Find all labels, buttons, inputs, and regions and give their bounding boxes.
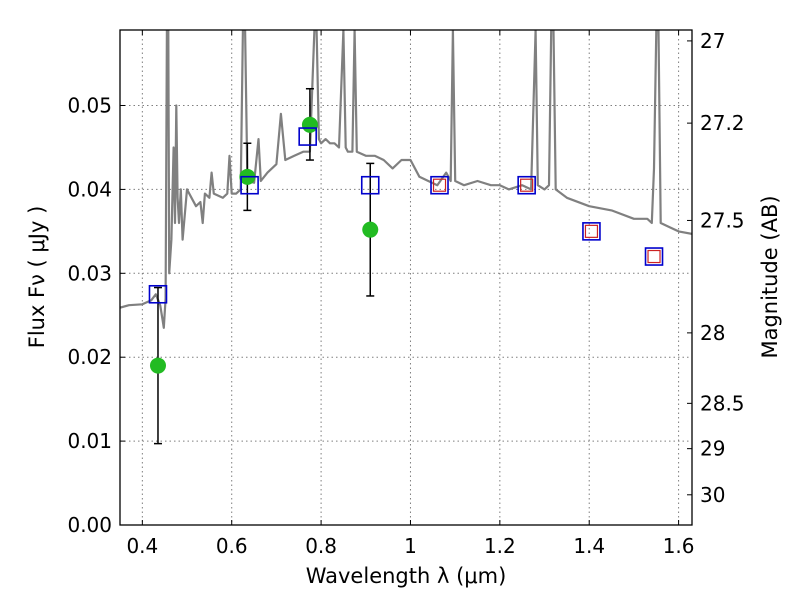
y2-tick-label: 29 (700, 437, 725, 461)
model-square-red (647, 249, 661, 264)
x-tick-label: 1.6 (663, 534, 695, 558)
y2-tick-label: 28.5 (700, 391, 745, 415)
spectrum-line (120, 30, 692, 329)
spectrum-series (120, 30, 692, 329)
x-axis-label: Wavelength λ (μm) (306, 564, 507, 588)
y2-tick-label: 27.2 (700, 111, 745, 135)
y-tick-label: 0.00 (67, 513, 112, 537)
y-axis-ticks: 0.00 0.01 0.02 0.03 0.04 0.05 (67, 94, 125, 537)
y-tick-label: 0.05 (67, 94, 112, 118)
x-tick-label: 0.4 (126, 534, 158, 558)
plot-frame (119, 29, 693, 526)
model-square-blue (148, 284, 168, 304)
observed-point (149, 357, 166, 374)
y2-tick-label: 28 (700, 321, 725, 345)
model-square-red (520, 178, 534, 192)
y-tick-label: 0.03 (67, 261, 112, 285)
model-square-blue (644, 247, 664, 266)
model-square-blue (517, 175, 536, 195)
x-tick-label: 0.8 (305, 534, 337, 558)
y2-axis-ticks: 27 27.2 27.5 28 28.5 29 30 (687, 29, 745, 507)
y-tick-label: 0.04 (67, 177, 112, 201)
x-tick-label: 1.2 (484, 534, 516, 558)
y-axis-label: Flux Fν ( μJy ) (25, 206, 49, 349)
x-tick-label: 0.6 (216, 534, 248, 558)
x-tick-label: 1.4 (573, 534, 605, 558)
model-square-red (584, 224, 599, 238)
model-points (148, 127, 664, 304)
observed-points (149, 116, 379, 374)
model-square-red (432, 178, 447, 192)
y2-axis-label: Magnitude (AB) (758, 195, 782, 358)
model-square-blue (240, 175, 259, 195)
error-bars (153, 87, 375, 445)
grid-lines (120, 30, 692, 526)
y2-tick-label: 27 (700, 29, 725, 53)
y-tick-label: 0.01 (67, 429, 112, 453)
observed-point (362, 221, 379, 238)
x-axis-ticks: 0.4 0.6 0.8 1 1.2 1.4 1.6 (126, 30, 695, 558)
model-square-blue (298, 127, 317, 146)
x-tick-label: 1 (404, 534, 417, 558)
model-square-blue (430, 175, 449, 195)
y2-tick-label: 30 (700, 483, 725, 507)
y-tick-label: 0.02 (67, 345, 112, 369)
model-square-blue (360, 175, 380, 195)
model-square-blue (582, 222, 601, 241)
y2-tick-label: 27.5 (700, 208, 745, 232)
